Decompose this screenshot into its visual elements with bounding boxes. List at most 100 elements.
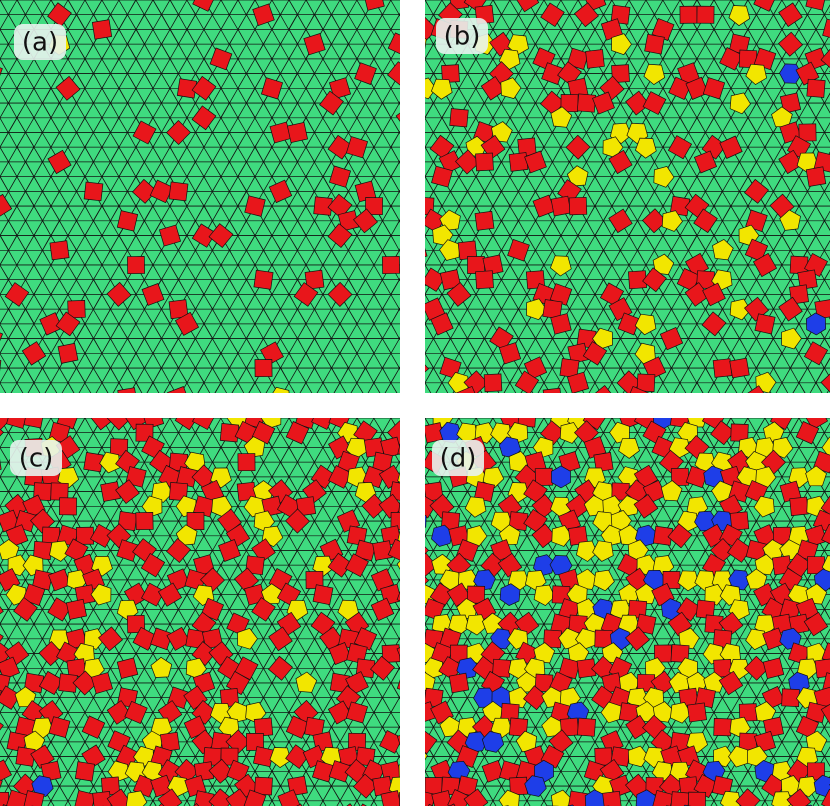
triangle bbox=[398, 161, 400, 164]
triangle bbox=[408, 339, 425, 354]
triangle bbox=[408, 683, 425, 698]
triangle bbox=[739, 398, 756, 413]
square-tile bbox=[585, 49, 605, 69]
triangle bbox=[374, 398, 391, 413]
triangle bbox=[398, 607, 400, 610]
square-tile bbox=[446, 282, 472, 307]
triangle bbox=[408, 565, 425, 580]
triangle bbox=[655, 398, 672, 413]
triangle bbox=[398, 189, 400, 192]
square-tile bbox=[685, 76, 709, 100]
triangle bbox=[152, 418, 171, 419]
triangle bbox=[84, 418, 103, 419]
square-tile bbox=[64, 538, 89, 563]
triangle bbox=[47, 800, 55, 806]
triangle bbox=[823, 269, 830, 281]
pentagon-tile bbox=[406, 512, 427, 533]
square-tile bbox=[253, 269, 274, 290]
triangle bbox=[353, 800, 361, 806]
square-tile bbox=[268, 179, 293, 204]
square-tile bbox=[398, 108, 418, 129]
square-tile bbox=[696, 5, 715, 24]
square-tile bbox=[135, 512, 154, 531]
triangle bbox=[398, 755, 400, 757]
square-tile bbox=[523, 356, 548, 380]
pentagon-tile bbox=[661, 210, 683, 232]
triangle bbox=[179, 398, 196, 413]
triangle bbox=[398, 160, 400, 163]
triangle bbox=[398, 697, 400, 700]
square-tile bbox=[327, 193, 353, 219]
pentagon-tile bbox=[491, 121, 513, 143]
pentagon-tile bbox=[566, 165, 589, 187]
pentagon-tile bbox=[305, 394, 326, 415]
triangle bbox=[339, 418, 341, 419]
pentagon-tile bbox=[550, 106, 573, 128]
square-tile bbox=[719, 135, 743, 159]
triangle bbox=[823, 220, 830, 231]
square-tile bbox=[608, 208, 633, 234]
square-tile bbox=[6, 418, 27, 429]
pentagon-tile bbox=[84, 394, 105, 415]
square-tile bbox=[566, 371, 590, 393]
triangle bbox=[408, 118, 425, 133]
triangle bbox=[408, 398, 425, 413]
triangle bbox=[0, 418, 1, 419]
square-tile bbox=[425, 277, 428, 287]
triangle bbox=[111, 398, 128, 413]
square-tile bbox=[327, 223, 353, 248]
square-tile bbox=[117, 387, 136, 393]
triangle bbox=[399, 338, 400, 340]
triangle bbox=[535, 398, 552, 413]
square-tile bbox=[754, 313, 776, 335]
triangle bbox=[408, 221, 425, 236]
square-tile bbox=[157, 582, 183, 607]
square-tile bbox=[116, 210, 139, 232]
triangle bbox=[408, 506, 425, 521]
square-tile bbox=[797, 269, 818, 290]
triangle bbox=[203, 418, 205, 419]
square-tile bbox=[524, 150, 547, 174]
square-tile bbox=[59, 497, 77, 516]
square-tile bbox=[516, 0, 540, 13]
triangle bbox=[823, 4, 830, 16]
square-tile bbox=[684, 282, 710, 307]
pentagon-tile bbox=[729, 298, 751, 321]
square-tile bbox=[778, 296, 803, 322]
triangle bbox=[398, 337, 400, 339]
triangle bbox=[417, 398, 434, 413]
pentagon-tile bbox=[779, 209, 801, 231]
triangle bbox=[398, 579, 400, 582]
triangle bbox=[373, 418, 375, 419]
triangle bbox=[408, 15, 425, 30]
triangle bbox=[118, 418, 120, 419]
triangle bbox=[382, 398, 399, 413]
square-tile bbox=[55, 75, 81, 101]
square-tile bbox=[237, 453, 256, 472]
square-tile bbox=[39, 312, 63, 336]
square-tile bbox=[140, 553, 166, 578]
square-tile bbox=[31, 392, 53, 414]
square-tile bbox=[254, 359, 273, 377]
pentagon-tile bbox=[643, 63, 666, 86]
triangle bbox=[408, 786, 425, 801]
triangle bbox=[84, 418, 86, 419]
square-tile bbox=[701, 311, 727, 337]
square-tile bbox=[345, 136, 369, 159]
triangle bbox=[336, 800, 344, 806]
triangle bbox=[544, 398, 561, 413]
triangle bbox=[221, 398, 238, 413]
triangle bbox=[603, 398, 620, 413]
triangle bbox=[399, 132, 400, 134]
square-tile bbox=[0, 332, 4, 342]
triangle bbox=[823, 210, 830, 222]
triangle bbox=[398, 460, 400, 463]
pentagon-tile bbox=[549, 255, 572, 277]
triangle bbox=[398, 43, 400, 46]
triangle bbox=[398, 696, 400, 699]
triangle bbox=[408, 654, 426, 669]
square-tile bbox=[628, 270, 647, 290]
square-tile bbox=[805, 166, 827, 187]
square-tile bbox=[644, 33, 665, 55]
square-tile bbox=[822, 18, 830, 38]
